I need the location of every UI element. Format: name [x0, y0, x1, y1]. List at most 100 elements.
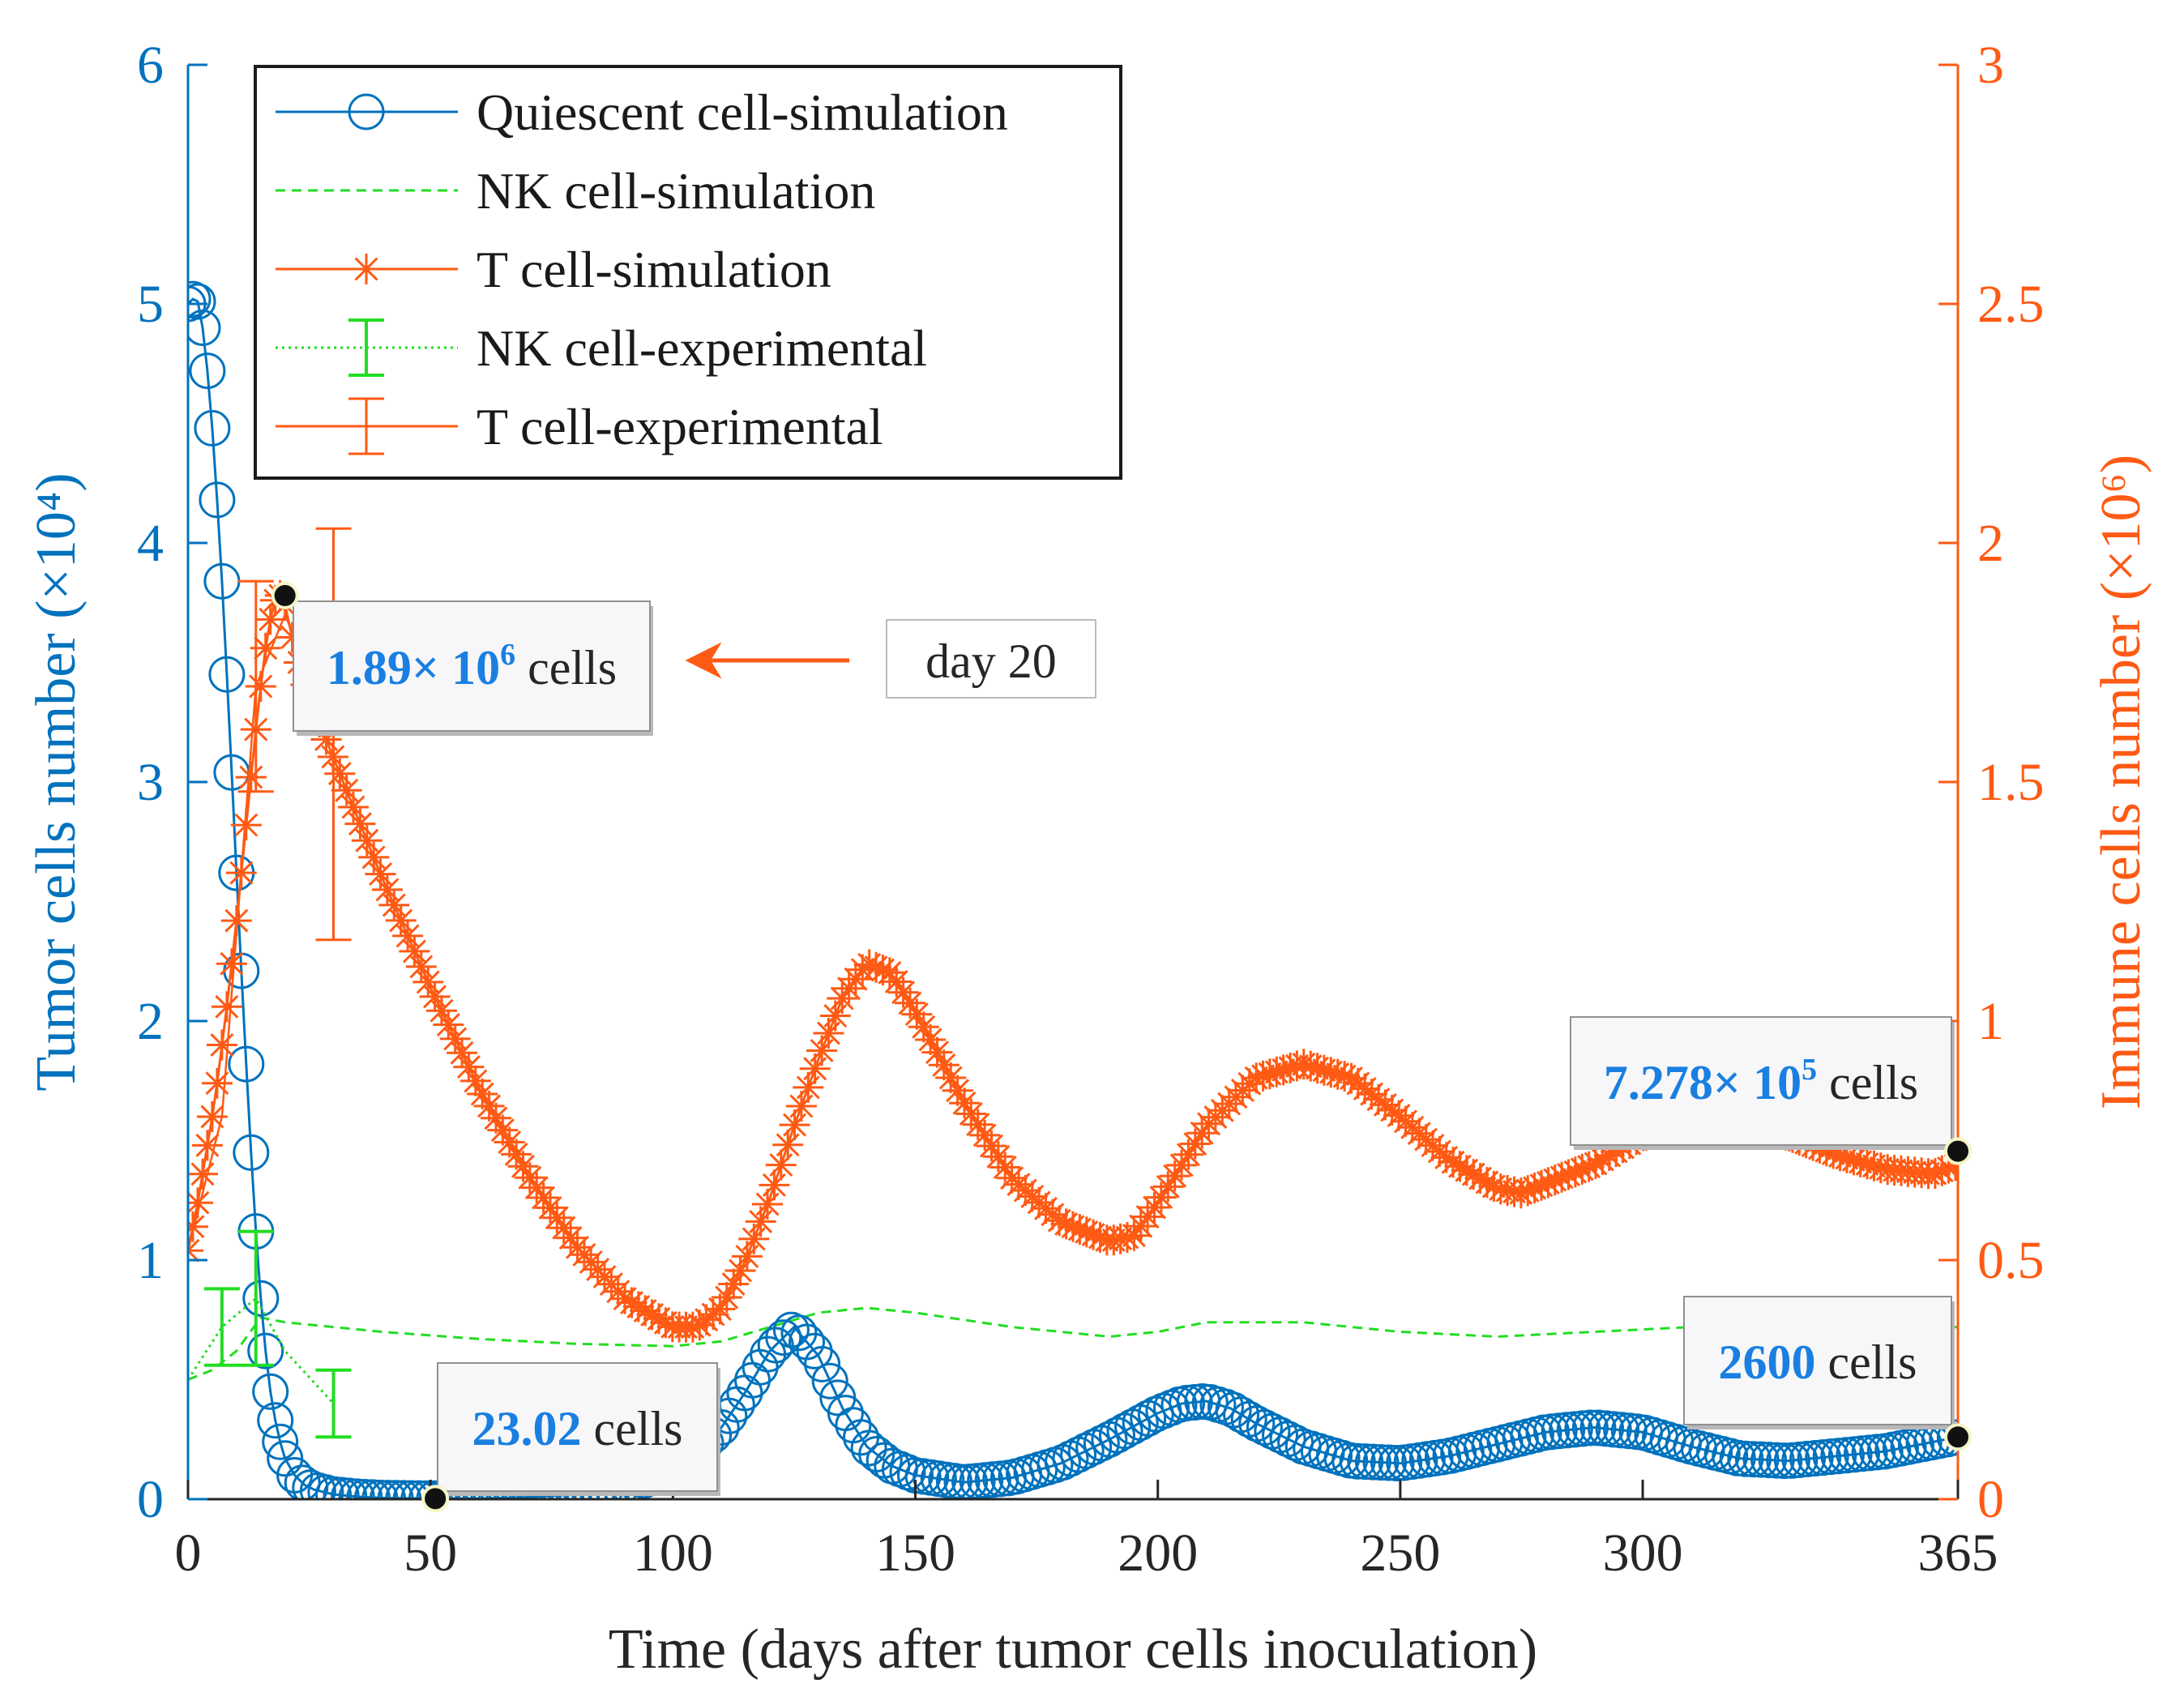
t-marker — [310, 724, 342, 755]
t-marker — [630, 1295, 661, 1327]
quiescent-marker — [242, 1280, 280, 1317]
t-marker — [1505, 1177, 1536, 1209]
quiescent-marker — [267, 1440, 304, 1477]
quiescent-marker — [188, 310, 221, 346]
t-marker — [887, 976, 919, 1008]
t-marker — [188, 1187, 213, 1219]
t-marker — [1145, 1182, 1177, 1213]
x-tick-label: 250 — [1360, 1523, 1440, 1583]
t-marker — [1430, 1142, 1462, 1173]
quiescent-marker — [1362, 1444, 1400, 1481]
t-marker — [1105, 1223, 1136, 1254]
t-marker — [867, 955, 899, 985]
t-marker — [1580, 1147, 1611, 1179]
t-marker — [772, 1129, 804, 1160]
t-marker — [211, 991, 242, 1023]
legend-label: T cell-simulation — [477, 241, 831, 298]
quiescent-marker — [1750, 1442, 1788, 1479]
x-tick-label: 150 — [875, 1523, 955, 1583]
t-marker — [191, 1130, 223, 1161]
t-marker — [1084, 1221, 1116, 1253]
t-marker — [1254, 1058, 1285, 1090]
annotation-box — [293, 600, 651, 732]
x-tick-label: 50 — [404, 1523, 457, 1583]
t-marker — [1831, 1142, 1862, 1173]
t-marker — [1512, 1175, 1544, 1207]
t-marker — [201, 1067, 233, 1099]
callout-label: day 20 — [925, 635, 1057, 688]
t-marker — [338, 792, 369, 823]
x-tick-label: 365 — [1918, 1523, 1998, 1583]
quiescent-marker — [194, 409, 231, 447]
quiescent-marker — [804, 1345, 841, 1382]
t-marker — [799, 1053, 831, 1084]
t-marker — [1267, 1054, 1299, 1086]
annotation-value: 1.89× 10 — [327, 641, 500, 694]
t-marker — [467, 1079, 498, 1109]
t-marker — [1098, 1224, 1130, 1256]
callout-box — [886, 619, 1096, 699]
annotation-point — [1944, 1137, 1972, 1165]
t-marker — [895, 987, 925, 1019]
t-marker — [724, 1255, 756, 1286]
t-marker — [1261, 1056, 1293, 1088]
legend-item: NK cell-simulation — [276, 162, 875, 220]
annotation-unit: cells — [1817, 1056, 1918, 1109]
t-marker — [874, 957, 905, 989]
quiescent-marker — [1370, 1444, 1407, 1481]
t-marker — [1444, 1151, 1476, 1182]
t-marker — [1553, 1159, 1584, 1190]
t-marker — [1329, 1061, 1361, 1092]
y-left-tick-label: 5 — [137, 275, 164, 334]
t-marker — [962, 1109, 994, 1140]
t-marker — [1179, 1128, 1211, 1160]
t-marker — [935, 1062, 967, 1093]
quiescent-marker — [188, 280, 212, 318]
nk-experimental-line — [188, 1296, 335, 1405]
t-marker — [779, 1109, 810, 1141]
t-marker — [1159, 1160, 1190, 1192]
t-marker — [206, 1029, 237, 1061]
x-tick-label: 200 — [1118, 1523, 1198, 1583]
quiescent-marker — [353, 1479, 391, 1499]
quiescent-markers — [188, 280, 1958, 1499]
y-left-tick-label: 6 — [137, 36, 164, 95]
t-marker — [813, 1018, 844, 1049]
t-marker — [324, 758, 356, 789]
y-right-tick-label: 2.5 — [1977, 275, 2045, 334]
t-marker — [1526, 1169, 1557, 1201]
x-axis-label: Time (days after tumor cells inoculation… — [609, 1618, 1537, 1681]
t-marker — [419, 981, 451, 1012]
legend: Quiescent cell-simulation NK cell-simulat… — [254, 65, 1122, 480]
t-marker — [616, 1287, 648, 1318]
t-marker — [1166, 1149, 1197, 1181]
t-marker — [514, 1162, 545, 1194]
t-marker — [276, 622, 308, 653]
annotation-point — [421, 1485, 450, 1513]
y-left-axis-label: Tumor cells number (×10⁴) — [25, 472, 88, 1091]
annotation-box — [437, 1362, 718, 1492]
annotation-box — [1570, 1016, 1952, 1146]
quiescent-marker — [1354, 1443, 1391, 1481]
t-marker — [378, 889, 410, 921]
t-marker — [1573, 1151, 1605, 1182]
quiescent-marker — [780, 1314, 818, 1352]
t-marker — [344, 808, 376, 840]
t-marker — [1132, 1201, 1164, 1233]
quiescent-marker — [1347, 1443, 1384, 1481]
t-marker — [793, 1071, 824, 1103]
t-marker — [235, 762, 267, 793]
t-marker — [677, 1311, 708, 1343]
t-marker — [1838, 1144, 1870, 1176]
t-marker — [928, 1049, 960, 1081]
t-marker — [901, 998, 933, 1030]
quiescent-marker — [361, 1479, 399, 1499]
t-marker — [976, 1130, 1007, 1162]
t-marker — [1139, 1192, 1170, 1223]
t-marker — [1464, 1163, 1496, 1194]
t-marker — [371, 874, 403, 905]
t-marker — [521, 1172, 553, 1203]
t-marker — [1295, 1050, 1327, 1082]
